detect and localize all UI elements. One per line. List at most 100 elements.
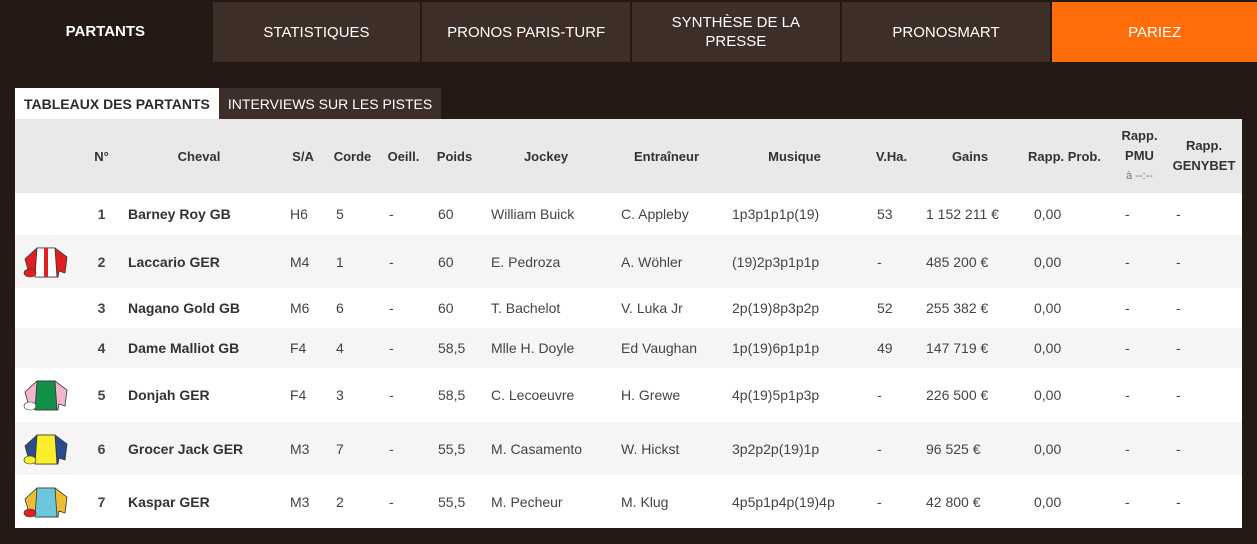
- tab-partants[interactable]: PARTANTS: [0, 0, 211, 62]
- table-row[interactable]: 3 Nagano Gold GB M6 6 - 60 T. Bachelot V. Luka …: [15, 288, 1242, 328]
- cell-vha: -: [877, 440, 882, 457]
- cell-jockey[interactable]: C. Lecoeuvre: [491, 387, 575, 403]
- header-pmu: Rapp. PMU à --:--: [1105, 126, 1166, 186]
- header-corde: Corde: [333, 148, 372, 164]
- header-entraineur: Entraîneur: [633, 148, 699, 164]
- cell-sa: H6: [290, 206, 308, 222]
- cell-prob: 0,00: [1034, 340, 1062, 356]
- silk-icon: [15, 245, 85, 279]
- cell-jockey[interactable]: T. Bachelot: [491, 300, 561, 316]
- cell-prob: 0,00: [1034, 440, 1062, 457]
- cell-corde: 4: [336, 340, 344, 356]
- cell-entraineur[interactable]: H. Grewe: [621, 387, 681, 403]
- cell-sa: M3: [290, 493, 310, 510]
- cell-cheval[interactable]: Kaspar GER: [128, 493, 210, 510]
- cell-prob: 0,00: [1034, 387, 1062, 403]
- cell-vha: 52: [877, 300, 893, 316]
- cell-cheval[interactable]: Barney Roy GB: [128, 206, 231, 222]
- cell-cheval[interactable]: Dame Malliot GB: [128, 340, 240, 356]
- cell-jockey[interactable]: M. Casamento: [491, 440, 583, 457]
- cell-musique: (19)2p3p1p1p: [732, 253, 820, 270]
- sub-tabs: TABLEAUX DES PARTANTS INTERVIEWS SUR LES…: [15, 88, 442, 119]
- header-oeill: Oeill.: [387, 148, 420, 164]
- tab-pariez[interactable]: PARIEZ: [1052, 2, 1257, 62]
- cell-pmu: -: [1125, 440, 1130, 457]
- cell-genybet: -: [1176, 300, 1181, 316]
- cell-musique: 1p3p1p1p(19): [732, 206, 820, 222]
- cell-sa: M4: [290, 253, 310, 270]
- cell-prob: 0,00: [1034, 300, 1062, 316]
- table-row[interactable]: 7 Kaspar GER M3 2 - 55,5 M. Pecheur M. Klug 4p5p…: [15, 475, 1242, 528]
- cell-num: 5: [97, 387, 106, 403]
- cell-entraineur[interactable]: W. Hickst: [621, 440, 680, 457]
- cell-jockey[interactable]: William Buick: [491, 206, 575, 222]
- cell-pmu: -: [1125, 493, 1130, 510]
- cell-oeill: -: [389, 340, 394, 356]
- cell-poids: 60: [438, 206, 454, 222]
- cell-oeill: -: [389, 206, 394, 222]
- cell-cheval[interactable]: Laccario GER: [128, 253, 220, 270]
- subtab-interviews[interactable]: INTERVIEWS SUR LES PISTES: [218, 88, 442, 119]
- cell-musique: 2p(19)8p3p2p: [732, 300, 820, 316]
- cell-musique: 3p2p2p(19)1p: [732, 440, 820, 457]
- cell-vha: -: [877, 253, 882, 270]
- cell-prob: 0,00: [1034, 493, 1062, 510]
- cell-sa: M6: [290, 300, 310, 316]
- header-num: N°: [94, 148, 109, 164]
- table-row[interactable]: 1 Barney Roy GB H6 5 - 60 William Buick C. Appl…: [15, 193, 1242, 235]
- cell-gains: 1 152 211 €: [926, 206, 999, 222]
- header-pmu-label: Rapp. PMU: [1121, 128, 1158, 163]
- table-row[interactable]: 6 Grocer Jack GER M3 7 - 55,5 M. Casamento W. H…: [15, 422, 1242, 475]
- cell-vha: -: [877, 387, 882, 403]
- cell-jockey[interactable]: M. Pecheur: [491, 493, 563, 510]
- tab-synthese-presse[interactable]: SYNTHÈSE DE LA PRESSE: [632, 2, 840, 62]
- cell-poids: 55,5: [438, 440, 466, 457]
- cell-musique: 1p(19)6p1p1p: [732, 340, 820, 356]
- cell-corde: 7: [336, 440, 344, 457]
- cell-cheval[interactable]: Nagano Gold GB: [128, 300, 240, 316]
- cell-musique: 4p(19)5p1p3p: [732, 387, 820, 403]
- cell-gains: 226 500 €: [926, 387, 989, 403]
- cell-musique: 4p5p1p4p(19)4p: [732, 493, 835, 510]
- silk-icon: [15, 432, 85, 466]
- tab-pronosmart[interactable]: PRONOSMART: [841, 2, 1051, 62]
- cell-genybet: -: [1176, 253, 1181, 270]
- cell-num: 4: [97, 340, 106, 356]
- silk-icon: [15, 378, 85, 412]
- cell-cheval[interactable]: Grocer Jack GER: [128, 440, 244, 457]
- cell-sa: F4: [290, 387, 307, 403]
- cell-genybet: -: [1176, 440, 1181, 457]
- cell-entraineur[interactable]: A. Wöhler: [621, 253, 683, 270]
- header-jockey: Jockey: [523, 148, 569, 164]
- header-musique: Musique: [768, 148, 821, 164]
- cell-poids: 58,5: [438, 387, 466, 403]
- cell-entraineur[interactable]: V. Luka Jr: [621, 300, 683, 316]
- tab-statistiques[interactable]: STATISTIQUES: [212, 2, 421, 62]
- cell-genybet: -: [1176, 206, 1181, 222]
- subtab-tableaux-partants[interactable]: TABLEAUX DES PARTANTS: [15, 88, 219, 119]
- cell-sa: M3: [290, 440, 310, 457]
- header-pmu-time: à --:--: [1126, 170, 1153, 182]
- cell-corde: 2: [336, 493, 344, 510]
- cell-jockey[interactable]: E. Pedroza: [491, 253, 561, 270]
- table-row[interactable]: 5 Donjah GER F4 3 - 58,5 C. Lecoeuvre H. Grewe 4…: [15, 368, 1242, 422]
- cell-jockey[interactable]: Mlle H. Doyle: [491, 340, 575, 356]
- cell-pmu: -: [1125, 253, 1130, 270]
- cell-poids: 55,5: [438, 493, 466, 510]
- cell-cheval[interactable]: Donjah GER: [128, 387, 210, 403]
- cell-prob: 0,00: [1034, 206, 1062, 222]
- cell-gains: 485 200 €: [926, 253, 989, 270]
- table-header: N° Cheval S/A Corde Oeill. Poids Jockey …: [15, 119, 1242, 193]
- cell-gains: 96 525 €: [926, 440, 981, 457]
- cell-pmu: -: [1125, 300, 1130, 316]
- cell-num: 3: [97, 300, 106, 316]
- main-tabs: PARTANTS STATISTIQUES PRONOS PARIS-TURF …: [0, 0, 1257, 62]
- tab-pronos-paris-turf[interactable]: PRONOS PARIS-TURF: [422, 2, 630, 62]
- cell-entraineur[interactable]: C. Appleby: [621, 206, 689, 222]
- table-row[interactable]: 4 Dame Malliot GB F4 4 - 58,5 Mlle H. Doyle Ed …: [15, 328, 1242, 368]
- cell-entraineur[interactable]: Ed Vaughan: [621, 340, 698, 356]
- cell-entraineur[interactable]: M. Klug: [621, 493, 669, 510]
- cell-poids: 60: [438, 253, 454, 270]
- table-row[interactable]: 2 Laccario GER M4 1 - 60 E. Pedroza A. Wöhler (1…: [15, 235, 1242, 288]
- header-gains: Gains: [951, 148, 989, 164]
